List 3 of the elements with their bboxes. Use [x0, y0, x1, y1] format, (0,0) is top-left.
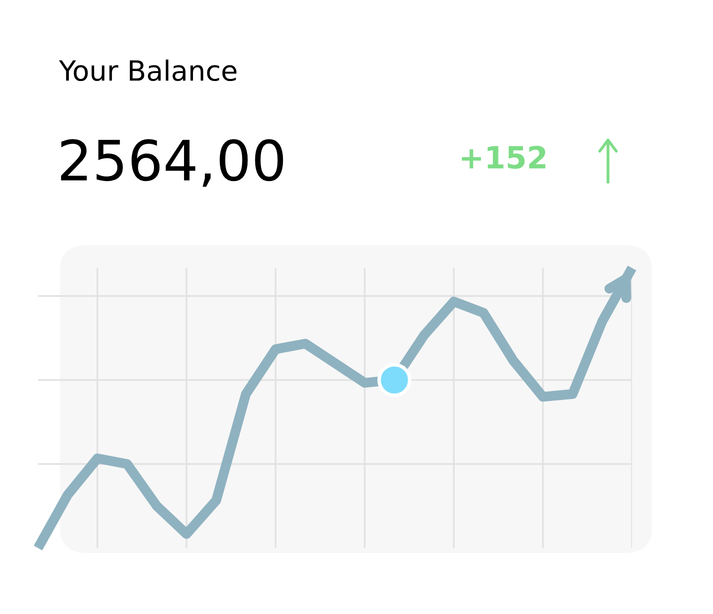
- text: +152: [462, 146, 546, 169]
- chart-title: Your Balance: [58, 60, 236, 82]
- chart-subtitle: 2564,00: [61, 139, 284, 187]
